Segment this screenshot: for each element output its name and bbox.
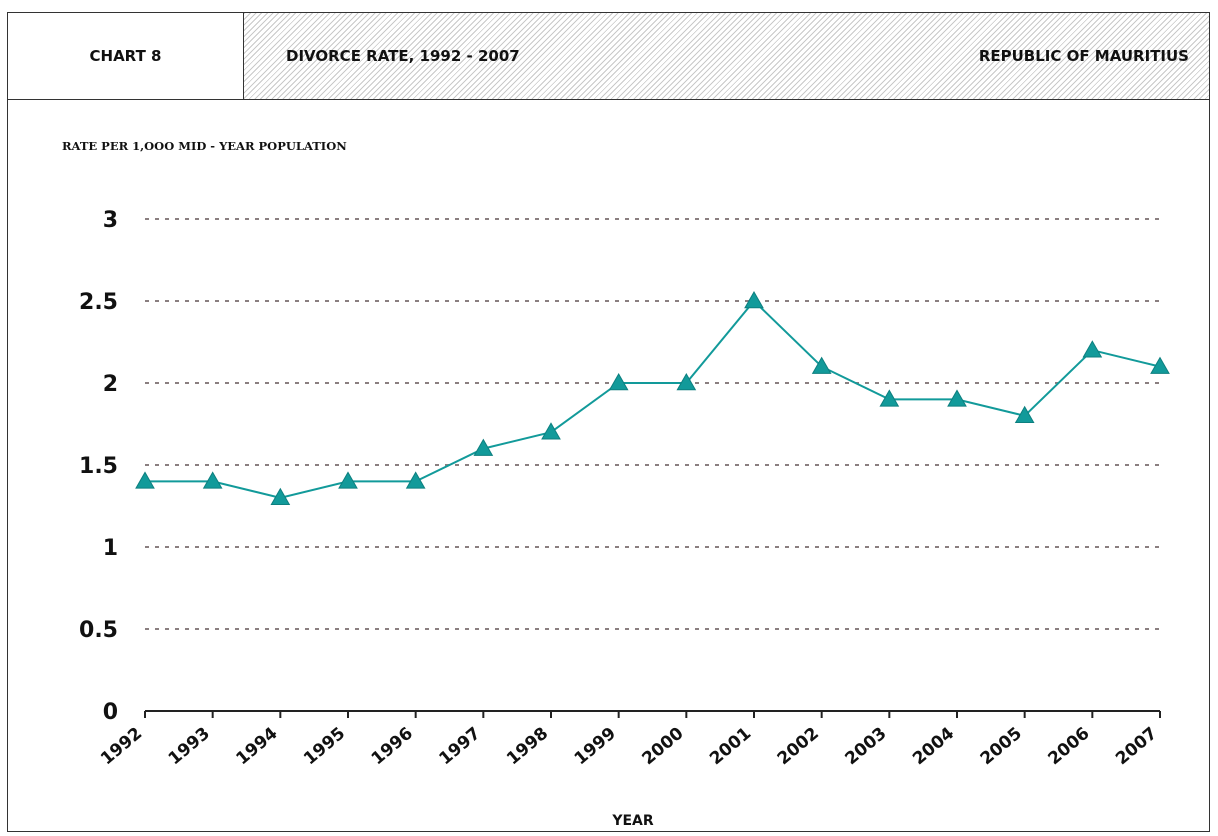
y-tick-label: 0.5 (79, 618, 118, 643)
y-tick-label: 1.5 (79, 454, 118, 479)
title-banner: DIVORCE RATE, 1992 - 2007 REPUBLIC OF MA… (244, 13, 1209, 99)
data-point-marker (338, 471, 358, 489)
y-tick-label: 1 (103, 536, 118, 561)
x-tick-label: 1995 (300, 724, 349, 770)
chart-number: CHART 8 (8, 13, 244, 99)
data-point-marker (744, 290, 764, 309)
data-point-marker (608, 372, 629, 391)
data-point-marker (202, 471, 223, 489)
y-tick-label: 3 (103, 208, 118, 233)
x-axis-label: YEAR (611, 813, 654, 829)
y-tick-labels: 0 0.5 1 1.5 2 2.5 3 (79, 208, 118, 725)
data-point-marker (879, 389, 900, 407)
data-point-marker (405, 471, 426, 489)
data-point-marker (1150, 356, 1170, 374)
data-point-marker (947, 389, 967, 407)
data-point-marker (270, 487, 291, 506)
x-tick-label: 2004 (909, 723, 958, 769)
x-tick-label: 2003 (841, 724, 890, 770)
series-polyline (145, 299, 1161, 499)
data-point-marker (1082, 340, 1103, 358)
x-tick-label: 1996 (368, 724, 417, 770)
x-tick-label: 2007 (1112, 724, 1161, 770)
x-tick-label: 2001 (706, 724, 755, 770)
data-point-marker (811, 356, 832, 374)
data-point-marker (676, 372, 697, 391)
series-line (135, 290, 1170, 506)
x-tick-label: 1992 (97, 724, 146, 770)
chart-frame: CHART 8 DIVORCE RATE, 1992 - 2007 REPUBL… (7, 12, 1210, 832)
data-point-marker (135, 471, 155, 489)
x-tick-label: 1997 (435, 724, 484, 770)
x-tick-label: 1994 (232, 723, 281, 769)
gridlines (145, 218, 1160, 630)
y-tick-label: 2 (103, 372, 118, 397)
x-tick-label: 1998 (503, 724, 552, 770)
chart-title: DIVORCE RATE, 1992 - 2007 (286, 47, 520, 65)
data-point-marker (473, 438, 494, 456)
data-point-marker (541, 422, 561, 440)
x-tick-label: 2000 (638, 723, 687, 769)
y-tick-label: 0 (103, 700, 118, 725)
x-tick-label: 2006 (1044, 724, 1093, 770)
y-axis-label: RATE PER 1,OOO MID - YEAR POPULATION (62, 139, 347, 153)
chart-header: CHART 8 DIVORCE RATE, 1992 - 2007 REPUBL… (8, 13, 1209, 100)
data-point-marker (1014, 405, 1035, 424)
x-tick-label: 1999 (571, 724, 620, 770)
x-tick-label: 1993 (165, 724, 214, 770)
region-label: REPUBLIC OF MAURITIUS (978, 47, 1189, 65)
x-axis: 1992 1993 1994 1995 1996 1997 1998 1999 2000 2001… (97, 710, 1161, 770)
y-tick-label: 2.5 (79, 290, 118, 315)
x-tick-label: 2005 (977, 724, 1026, 770)
x-tick-label: 2002 (774, 724, 823, 770)
